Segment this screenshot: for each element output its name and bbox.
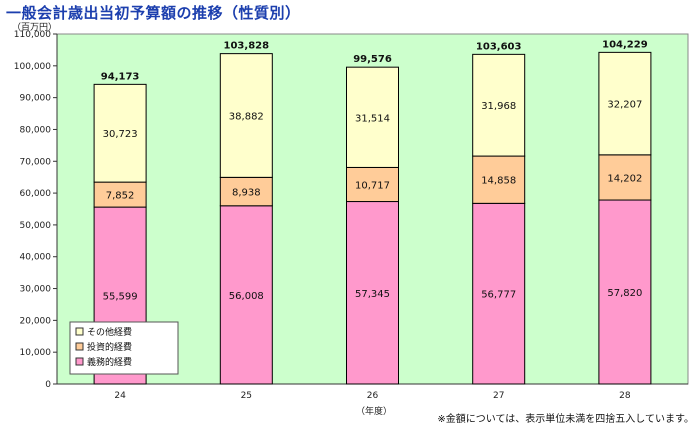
segment-value-label: 32,207 [607, 100, 642, 111]
segment-sonota [219, 53, 273, 178]
segment-value-label: 10,717 [355, 180, 390, 191]
bar-total-label: 94,173 [101, 71, 140, 82]
bar-total-label: 99,576 [353, 54, 392, 65]
segment-gimu [346, 201, 399, 385]
x-tick-label: 28 [619, 391, 631, 401]
x-tick-label: 27 [493, 391, 504, 401]
rounding-note: ※金額については、表示単位未満を四捨五入しています。 [437, 414, 694, 425]
chart-title: 一般会計歳出当初予算額の推移（性質別） [6, 4, 301, 22]
segment-value-label: 14,202 [607, 173, 642, 184]
segment-value-label: 7,852 [106, 191, 135, 202]
y-tick-label: 30,000 [20, 285, 52, 295]
legend-swatch-gimu [75, 357, 84, 366]
segment-toushi [93, 181, 147, 208]
segment-value-label: 31,968 [481, 101, 516, 112]
y-tick-label: 90,000 [20, 94, 52, 104]
segment-value-label: 56,008 [229, 291, 264, 302]
y-tick-label: 10,000 [20, 348, 52, 358]
segment-value-label: 31,514 [355, 113, 390, 124]
y-tick-label: 0 [45, 380, 51, 390]
y-tick-label: 80,000 [20, 125, 52, 135]
y-tick-label: 110,000 [14, 30, 51, 40]
x-tick-label: 25 [241, 391, 252, 401]
segment-toushi [346, 166, 399, 203]
segment-value-label: 38,882 [229, 111, 264, 122]
segment-gimu [472, 202, 526, 385]
bar-total-label: 103,828 [224, 41, 270, 52]
segment-value-label: 30,723 [103, 129, 138, 140]
y-tick-label: 40,000 [20, 253, 52, 263]
segment-sonota [93, 83, 147, 183]
segment-value-label: 57,345 [355, 289, 390, 300]
segment-sonota [598, 51, 652, 156]
y-tick-label: 100,000 [14, 62, 51, 72]
segment-toushi [598, 154, 652, 201]
legend-box [69, 321, 179, 375]
legend-label: 投資的経費 [87, 341, 132, 353]
segment-value-label: 55,599 [103, 292, 138, 303]
bar-total-label: 103,603 [476, 41, 522, 52]
segment-sonota [472, 53, 526, 157]
bar-total-label: 104,229 [602, 39, 648, 50]
x-tick-label: 24 [114, 391, 126, 401]
segment-value-label: 14,858 [481, 176, 516, 187]
segment-value-label: 57,820 [607, 288, 642, 299]
y-tick-label: 60,000 [20, 189, 52, 199]
legend-label: その他経費 [87, 326, 132, 338]
legend-label: 義務的経費 [87, 356, 132, 368]
y-tick-label: 20,000 [20, 316, 52, 326]
y-tick-label: 50,000 [20, 221, 52, 231]
legend-swatch-toushi [75, 342, 84, 351]
segment-value-label: 56,777 [481, 290, 516, 301]
segment-toushi [219, 176, 273, 207]
legend-swatch-sonota [75, 327, 84, 336]
segment-sonota [346, 66, 399, 168]
y-tick-label: 70,000 [20, 157, 52, 167]
x-axis-unit: （年度） [356, 407, 393, 417]
segment-value-label: 8,938 [232, 188, 261, 199]
x-tick-label: 26 [367, 391, 379, 401]
y-axis-unit: （百万円） [12, 23, 58, 33]
